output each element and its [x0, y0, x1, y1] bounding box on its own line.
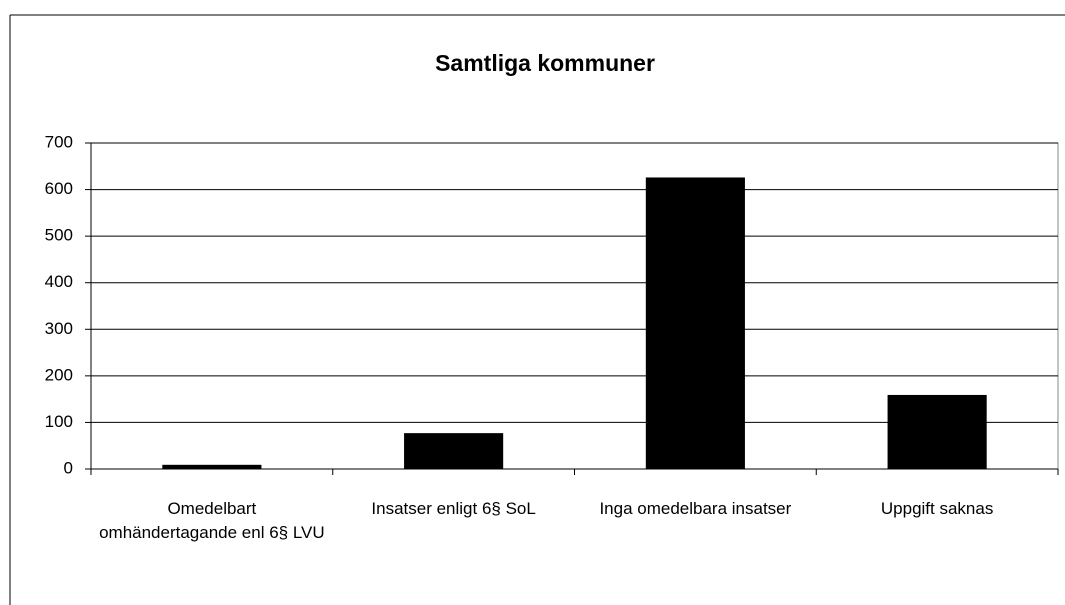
x-tick-label: Uppgift saknas: [880, 499, 994, 518]
bar: [404, 433, 504, 469]
bar: [645, 177, 745, 469]
y-tick-label: 300: [45, 319, 73, 338]
bar: [887, 394, 987, 469]
y-tick-label: 600: [45, 179, 73, 198]
y-tick-label: 500: [45, 226, 73, 245]
y-tick-label: 200: [45, 365, 73, 384]
chart-title: Samtliga kommuner: [435, 50, 655, 76]
bar: [162, 464, 262, 469]
y-tick-label: 100: [45, 412, 73, 431]
x-tick-label: Inga omedelbara insatser: [599, 499, 792, 518]
y-tick-label: 700: [45, 132, 73, 151]
x-tick-label: Insatser enligt 6§ SoL: [371, 499, 536, 518]
y-tick-label: 0: [64, 458, 73, 477]
y-tick-label: 400: [45, 272, 73, 291]
x-tick-label: Omedelbart omhändertagande enl 6§ LVU: [99, 499, 325, 542]
